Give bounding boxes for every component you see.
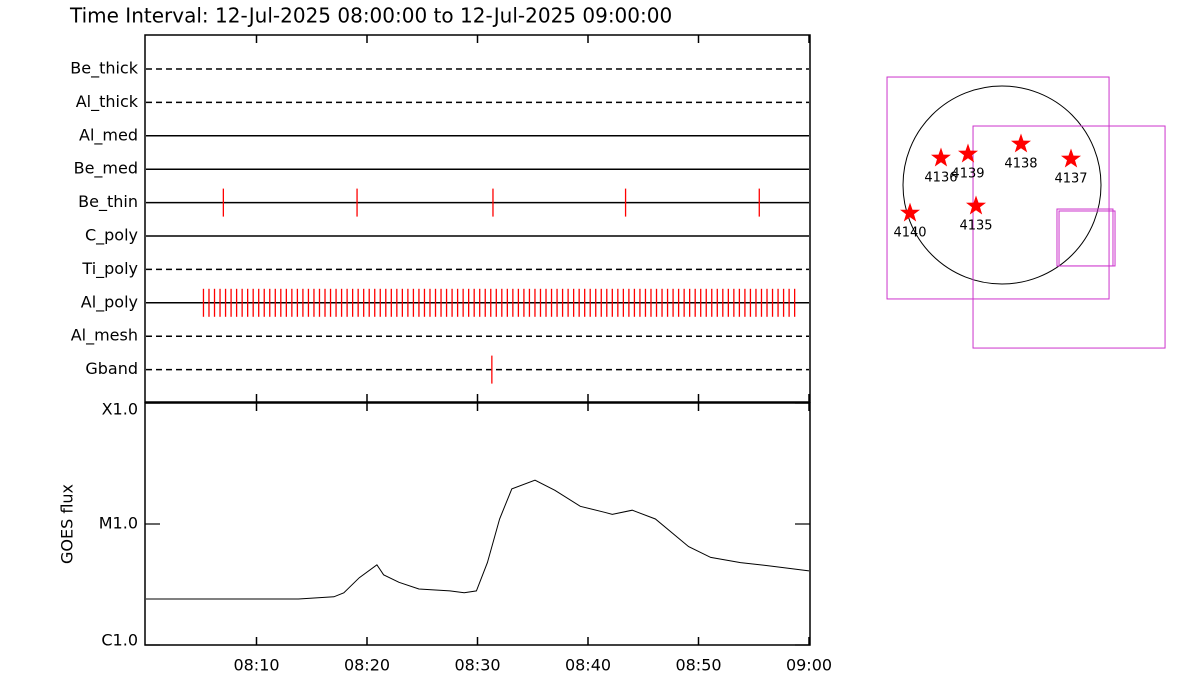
row-label: Be_med (74, 159, 138, 179)
goes-flux-line (146, 479, 810, 600)
active-region-star (1061, 148, 1081, 168)
x-tick-label: 08:10 (233, 656, 279, 675)
active-region-label: 4140 (893, 226, 926, 241)
active-region-star (1011, 133, 1031, 153)
chart-title: Time Interval: 12-Jul-2025 08:00:00 to 1… (69, 4, 672, 28)
row-label: Al_mesh (71, 326, 138, 346)
x-tick-label: 09:00 (786, 656, 832, 675)
row-label: Al_thick (76, 92, 139, 112)
x-tick-label: 08:50 (675, 656, 721, 675)
x-tick-label: 08:40 (565, 656, 611, 675)
active-region-star (966, 195, 986, 215)
y-tick-label: X1.0 (102, 400, 138, 419)
active-region-label: 4137 (1054, 172, 1087, 187)
row-label: Al_poly (81, 292, 138, 312)
x-tick-label: 08:20 (344, 656, 390, 675)
row-label: Al_med (79, 125, 138, 145)
active-region-label: 4136 (924, 170, 957, 185)
y-axis-label: GOES flux (58, 484, 77, 564)
row-label: Ti_poly (81, 259, 138, 279)
x-tick-label: 08:30 (454, 656, 500, 675)
field-of-view (972, 125, 1166, 349)
active-region-star (958, 143, 978, 163)
y-tick-label: C1.0 (101, 631, 138, 650)
solar-limb (902, 85, 1102, 285)
field-of-view (1058, 210, 1116, 267)
active-region-star (900, 202, 920, 222)
row-label: C_poly (85, 226, 138, 246)
row-label: Be_thin (78, 192, 138, 212)
active-region-star (931, 147, 951, 167)
field-of-view (886, 76, 1110, 300)
row-label: Be_thick (70, 59, 138, 79)
active-region-label: 4139 (951, 166, 984, 181)
active-region-label: 4138 (1004, 156, 1037, 171)
row-label: Gband (85, 359, 138, 378)
active-region-label: 4135 (959, 219, 992, 234)
y-tick-label: M1.0 (99, 514, 138, 533)
